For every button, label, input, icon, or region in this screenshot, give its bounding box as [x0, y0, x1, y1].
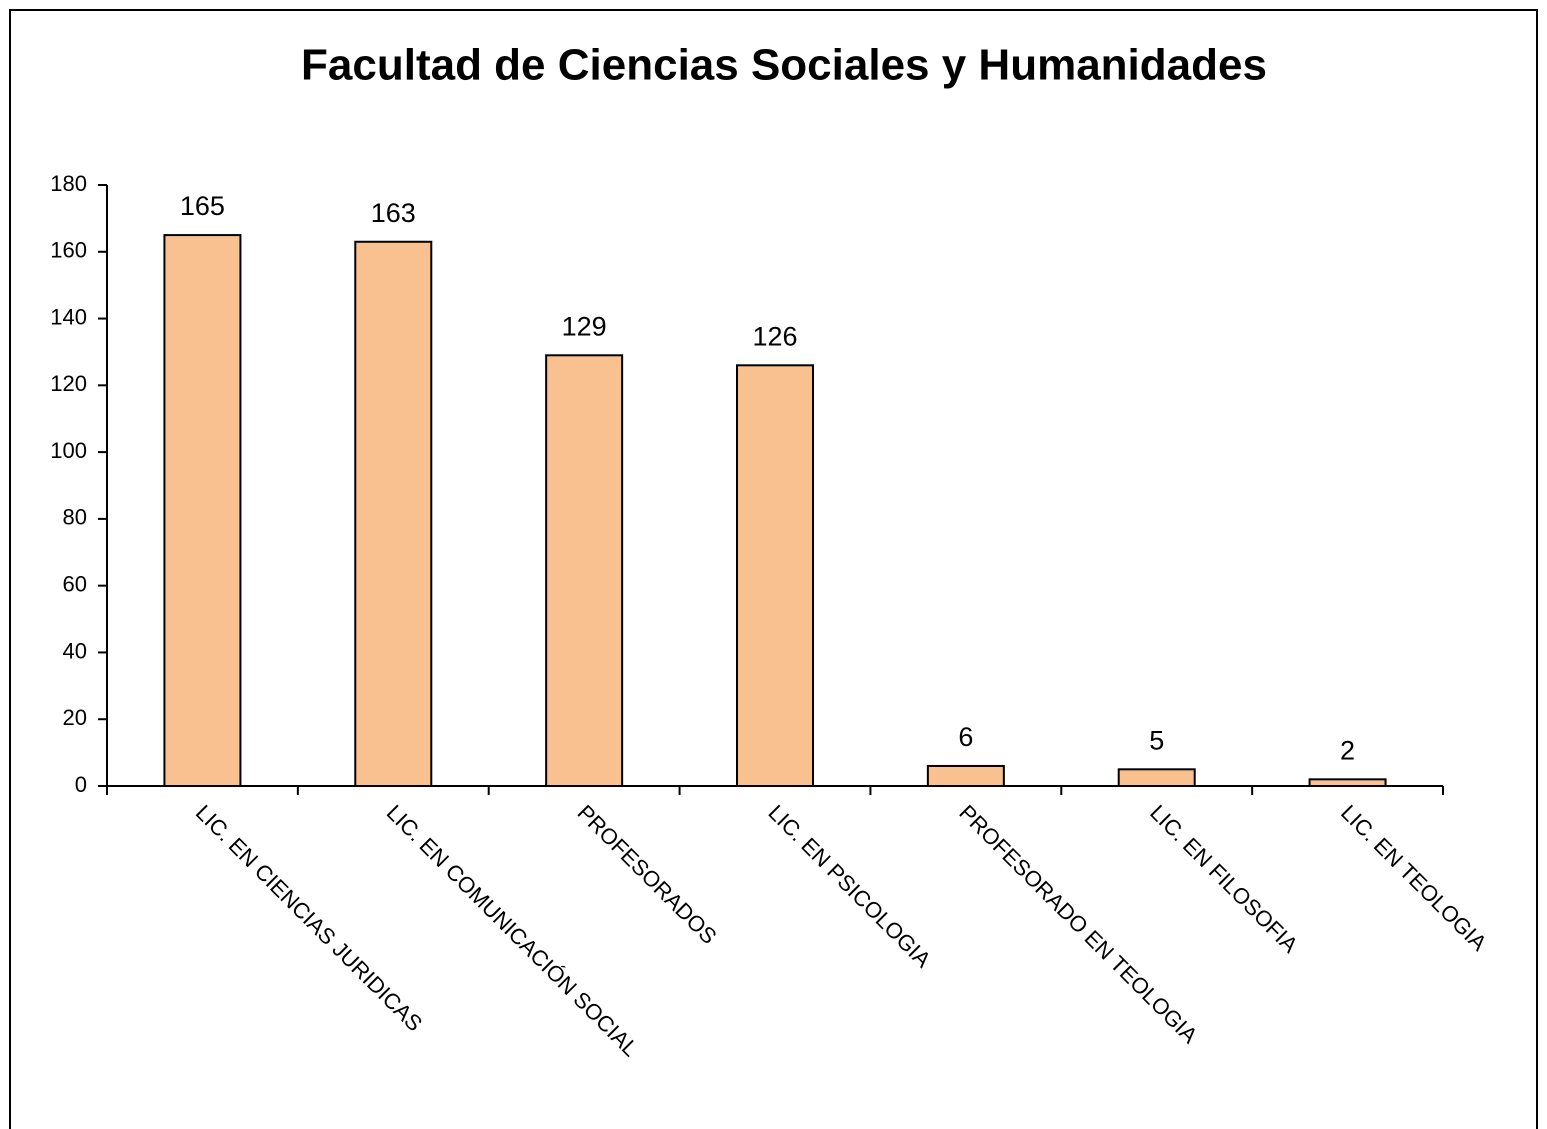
y-tick-label: 0	[75, 772, 87, 797]
data-label: 165	[180, 191, 225, 221]
bar	[163, 234, 242, 788]
data-label: 5	[1149, 725, 1164, 755]
y-tick-label: 40	[63, 638, 87, 663]
y-tick-label: 20	[63, 705, 87, 730]
data-label: 6	[958, 722, 973, 752]
bar	[1117, 768, 1196, 787]
data-label: 126	[752, 321, 797, 351]
y-tick-label: 160	[50, 238, 87, 263]
data-label: 129	[562, 311, 607, 341]
chart-title: Facultad de Ciencias Sociales y Humanida…	[301, 41, 1267, 90]
bar	[1308, 778, 1387, 787]
bar	[545, 354, 624, 787]
y-tick-label: 140	[50, 304, 87, 329]
bar	[354, 240, 433, 787]
bar	[926, 764, 1005, 788]
y-tick-label: 120	[50, 371, 87, 396]
y-tick-label: 80	[63, 505, 87, 530]
bar	[736, 364, 814, 787]
y-tick-label: 100	[50, 438, 87, 463]
data-label: 163	[371, 198, 416, 228]
y-tick-label: 180	[50, 171, 87, 196]
data-label: 2	[1340, 735, 1355, 765]
y-tick-label: 60	[63, 571, 87, 596]
